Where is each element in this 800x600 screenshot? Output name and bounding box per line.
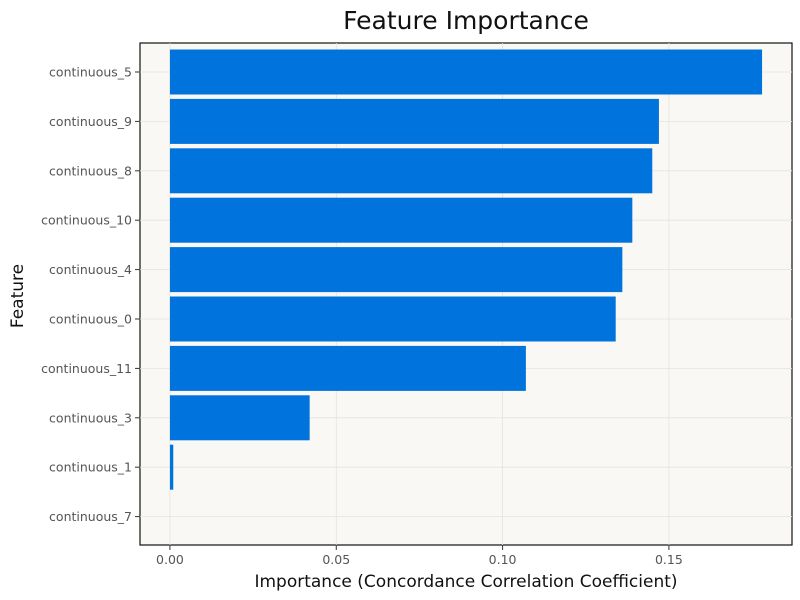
y-tick-label: continuous_1 xyxy=(49,460,132,475)
y-tick-label: continuous_5 xyxy=(49,65,132,80)
bar-continuous-3 xyxy=(169,395,310,441)
x-axis-title: Importance (Concordance Correlation Coef… xyxy=(254,572,677,592)
bars xyxy=(169,49,763,490)
y-tick-label: continuous_11 xyxy=(41,361,132,376)
x-tick-label: 0.15 xyxy=(655,552,683,567)
bar-continuous-9 xyxy=(169,98,659,144)
x-tick-label: 0.10 xyxy=(489,552,517,567)
chart-title: Feature Importance xyxy=(343,6,589,35)
bar-continuous-1 xyxy=(169,444,174,490)
bar-continuous-0 xyxy=(169,296,616,342)
bar-continuous-11 xyxy=(169,345,526,391)
y-axis-title: Feature xyxy=(8,264,28,328)
bar-continuous-5 xyxy=(169,49,763,95)
y-tick-label: continuous_7 xyxy=(49,509,132,524)
y-tick-label: continuous_4 xyxy=(49,262,132,277)
bar-continuous-10 xyxy=(169,197,633,243)
x-tick-label: 0.05 xyxy=(322,552,350,567)
y-tick-label: continuous_0 xyxy=(49,312,132,327)
y-tick-label: continuous_9 xyxy=(49,114,132,129)
y-tick-label: continuous_10 xyxy=(41,213,132,228)
bar-continuous-8 xyxy=(169,148,653,194)
bar-continuous-4 xyxy=(169,247,623,293)
y-tick-label: continuous_8 xyxy=(49,163,132,178)
x-axis: 0.00 0.05 0.10 0.15 xyxy=(156,545,683,567)
x-tick-label: 0.00 xyxy=(156,552,184,567)
y-axis: continuous_5 continuous_9 continuous_8cont… xyxy=(41,65,140,524)
y-tick-label: continuous_3 xyxy=(49,410,132,425)
